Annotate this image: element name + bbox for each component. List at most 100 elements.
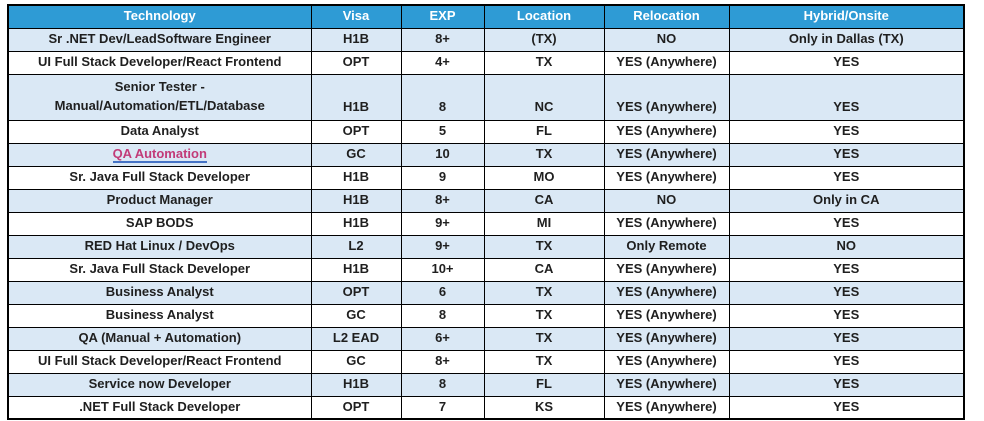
cell-technology: Service now Developer xyxy=(7,372,312,397)
cell-hybrid-onsite: YES xyxy=(728,211,965,236)
cell-location: FL xyxy=(483,119,605,144)
cell-visa: H1B xyxy=(310,372,402,397)
cell-exp: 8+ xyxy=(400,27,485,52)
cell-relocation: YES (Anywhere) xyxy=(603,165,730,190)
cell-visa: H1B xyxy=(310,211,402,236)
cell-relocation: YES (Anywhere) xyxy=(603,50,730,75)
cell-hybrid-onsite: YES xyxy=(728,257,965,282)
cell-hybrid-onsite: YES xyxy=(728,119,965,144)
cell-visa: OPT xyxy=(310,119,402,144)
cell-visa: OPT xyxy=(310,280,402,305)
cell-exp: 7 xyxy=(400,395,485,420)
header-relocation: Relocation xyxy=(603,4,730,29)
header-location: Location xyxy=(483,4,605,29)
header-technology: Technology xyxy=(7,4,312,29)
table-row: Data Analyst OPT 5 FL YES (Anywhere) YES xyxy=(7,119,965,144)
table-row: QA Automation GC 10 TX YES (Anywhere) YE… xyxy=(7,142,965,167)
table-row: RED Hat Linux / DevOps L2 9+ TX Only Rem… xyxy=(7,234,965,259)
cell-technology: Sr. Java Full Stack Developer xyxy=(7,165,312,190)
cell-location: NC xyxy=(483,73,605,121)
cell-hybrid-onsite: YES xyxy=(728,73,965,121)
cell-hybrid-onsite: YES xyxy=(728,372,965,397)
cell-exp: 8 xyxy=(400,372,485,397)
cell-visa: GC xyxy=(310,303,402,328)
cell-location: TX xyxy=(483,280,605,305)
cell-exp: 8+ xyxy=(400,188,485,213)
cell-hybrid-onsite: YES xyxy=(728,165,965,190)
cell-technology: .NET Full Stack Developer xyxy=(7,395,312,420)
table-row: Product Manager H1B 8+ CA NO Only in CA xyxy=(7,188,965,213)
cell-location: CA xyxy=(483,188,605,213)
cell-exp: 5 xyxy=(400,119,485,144)
cell-visa: L2 EAD xyxy=(310,326,402,351)
cell-visa: H1B xyxy=(310,188,402,213)
cell-technology: Senior Tester - Manual/Automation/ETL/Da… xyxy=(7,73,312,121)
cell-location: KS xyxy=(483,395,605,420)
cell-visa: H1B xyxy=(310,27,402,52)
cell-relocation: YES (Anywhere) xyxy=(603,73,730,121)
cell-location: (TX) xyxy=(483,27,605,52)
cell-relocation: YES (Anywhere) xyxy=(603,326,730,351)
cell-exp: 8 xyxy=(400,73,485,121)
cell-technology: RED Hat Linux / DevOps xyxy=(7,234,312,259)
cell-relocation: NO xyxy=(603,27,730,52)
table-row: Sr. Java Full Stack Developer H1B 10+ CA… xyxy=(7,257,965,282)
cell-exp: 8 xyxy=(400,303,485,328)
cell-relocation: YES (Anywhere) xyxy=(603,142,730,167)
table-row: Business Analyst GC 8 TX YES (Anywhere) … xyxy=(7,303,965,328)
table-row: QA (Manual + Automation) L2 EAD 6+ TX YE… xyxy=(7,326,965,351)
cell-technology: Sr .NET Dev/LeadSoftware Engineer xyxy=(7,27,312,52)
qa-automation-link[interactable]: QA Automation xyxy=(112,146,207,164)
cell-location: TX xyxy=(483,234,605,259)
cell-relocation: YES (Anywhere) xyxy=(603,257,730,282)
table-row: Senior Tester - Manual/Automation/ETL/Da… xyxy=(7,73,965,121)
cell-visa: H1B xyxy=(310,257,402,282)
cell-visa: OPT xyxy=(310,50,402,75)
cell-location: MO xyxy=(483,165,605,190)
table-row: SAP BODS H1B 9+ MI YES (Anywhere) YES xyxy=(7,211,965,236)
cell-location: TX xyxy=(483,326,605,351)
cell-exp: 10+ xyxy=(400,257,485,282)
cell-relocation: YES (Anywhere) xyxy=(603,395,730,420)
cell-location: TX xyxy=(483,303,605,328)
cell-visa: GC xyxy=(310,142,402,167)
cell-exp: 4+ xyxy=(400,50,485,75)
table-row: UI Full Stack Developer/React Frontend G… xyxy=(7,349,965,374)
table-header-row: Technology Visa EXP Location Relocation … xyxy=(7,4,965,29)
cell-technology: Product Manager xyxy=(7,188,312,213)
cell-visa: H1B xyxy=(310,73,402,121)
cell-technology: Business Analyst xyxy=(7,303,312,328)
cell-relocation: NO xyxy=(603,188,730,213)
cell-relocation: YES (Anywhere) xyxy=(603,372,730,397)
cell-hybrid-onsite: Only in CA xyxy=(728,188,965,213)
table-row: .NET Full Stack Developer OPT 7 KS YES (… xyxy=(7,395,965,420)
cell-exp: 8+ xyxy=(400,349,485,374)
cell-technology: QA (Manual + Automation) xyxy=(7,326,312,351)
cell-relocation: YES (Anywhere) xyxy=(603,280,730,305)
table-row: Sr. Java Full Stack Developer H1B 9 MO Y… xyxy=(7,165,965,190)
cell-visa: OPT xyxy=(310,395,402,420)
cell-exp: 9+ xyxy=(400,234,485,259)
cell-relocation: YES (Anywhere) xyxy=(603,211,730,236)
cell-technology: Data Analyst xyxy=(7,119,312,144)
cell-visa: H1B xyxy=(310,165,402,190)
cell-hybrid-onsite: YES xyxy=(728,280,965,305)
cell-exp: 6 xyxy=(400,280,485,305)
cell-exp: 9 xyxy=(400,165,485,190)
cell-technology: Sr. Java Full Stack Developer xyxy=(7,257,312,282)
cell-hybrid-onsite: YES xyxy=(728,349,965,374)
cell-exp: 9+ xyxy=(400,211,485,236)
cell-hybrid-onsite: Only in Dallas (TX) xyxy=(728,27,965,52)
cell-technology: QA Automation xyxy=(7,142,312,167)
cell-relocation: YES (Anywhere) xyxy=(603,119,730,144)
cell-hybrid-onsite: YES xyxy=(728,395,965,420)
table-row: Sr .NET Dev/LeadSoftware Engineer H1B 8+… xyxy=(7,27,965,52)
header-visa: Visa xyxy=(310,4,402,29)
cell-visa: L2 xyxy=(310,234,402,259)
table-row: Service now Developer H1B 8 FL YES (Anyw… xyxy=(7,372,965,397)
cell-hybrid-onsite: YES xyxy=(728,326,965,351)
cell-hybrid-onsite: YES xyxy=(728,50,965,75)
cell-relocation: YES (Anywhere) xyxy=(603,349,730,374)
cell-location: FL xyxy=(483,372,605,397)
cell-technology: Business Analyst xyxy=(7,280,312,305)
